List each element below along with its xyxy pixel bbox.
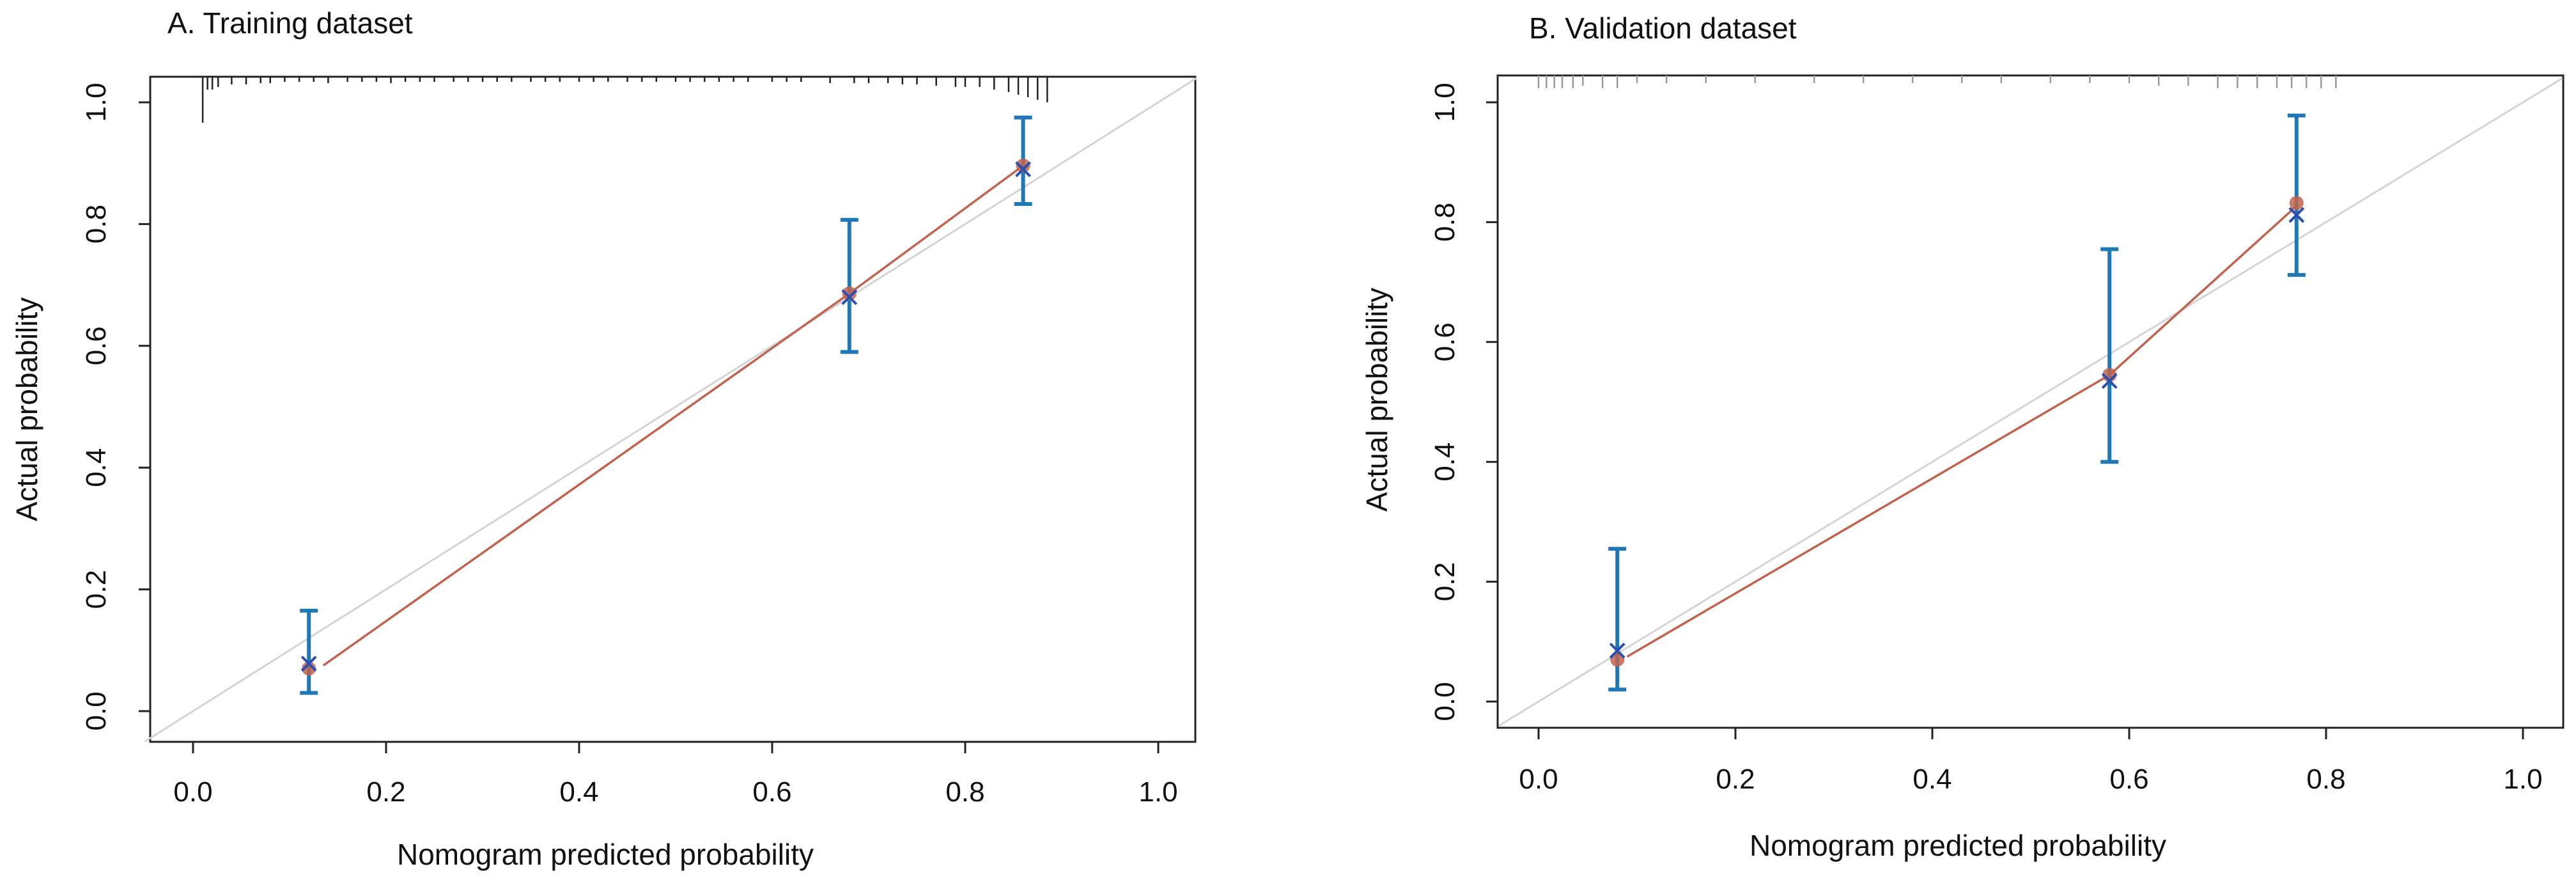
x-tick-label: 0.0 bbox=[173, 776, 212, 808]
bias-corrected-point bbox=[1015, 161, 1032, 178]
observed-points bbox=[1610, 196, 2304, 667]
x-tick-label: 0.2 bbox=[1716, 764, 1755, 795]
cross-stroke bbox=[1015, 161, 1032, 178]
y-axis: 0.0 0.2 0.4 0.6 0.8 1.0 bbox=[1429, 82, 1498, 721]
apparent-calibration-line bbox=[1626, 205, 2297, 658]
x-tick-label: 0.0 bbox=[1519, 764, 1558, 795]
x-axis: 0.0 0.2 0.4 0.6 0.8 1.0 bbox=[1519, 728, 2543, 795]
y-tick-label: 0.4 bbox=[81, 448, 112, 487]
ideal-reference-line bbox=[144, 77, 1198, 742]
x-tick-label: 1.0 bbox=[1138, 776, 1177, 808]
y-tick-label: 0.6 bbox=[1429, 322, 1461, 361]
ci-error-bars bbox=[1608, 113, 2306, 692]
observed-point bbox=[2289, 196, 2304, 210]
ideal-line bbox=[1498, 77, 2563, 726]
x-tick-label: 0.4 bbox=[559, 776, 598, 808]
y-tick-label: 0.6 bbox=[81, 326, 112, 365]
rug-ticks bbox=[1537, 75, 2337, 88]
bias-corrected-point bbox=[300, 655, 317, 672]
x-axis-label: Nomogram predicted probability bbox=[397, 838, 814, 871]
x-tick-label: 0.2 bbox=[366, 776, 405, 808]
cross-stroke bbox=[2101, 373, 2118, 389]
observed-point bbox=[302, 661, 316, 676]
observed-point bbox=[1016, 159, 1030, 173]
chart-title: A. Training dataset bbox=[167, 6, 413, 40]
cross-stroke bbox=[1609, 642, 1626, 659]
y-tick-label: 0.8 bbox=[1429, 203, 1461, 242]
panel-training: A. Training dataset 0.0 0.2 0.4 0.6 0.8 1.0 0… bbox=[10, 6, 1198, 871]
ci-error-bars bbox=[300, 115, 1032, 695]
ideal-line bbox=[144, 77, 1198, 742]
plot-frame bbox=[149, 75, 1197, 743]
x-tick-label: 1.0 bbox=[2503, 764, 2542, 795]
panel-validation: B. Validation dataset 0.0 0.2 0.4 0.6 0.8 1.0… bbox=[1360, 12, 2564, 862]
cross-stroke bbox=[2288, 207, 2305, 223]
rug-ticks bbox=[201, 77, 1048, 123]
apparent-line bbox=[322, 164, 1024, 667]
observed-points bbox=[302, 159, 1030, 676]
x-tick-label: 0.8 bbox=[945, 776, 984, 808]
bias-corrected-point bbox=[1609, 642, 1626, 659]
bias-corrected-point bbox=[2101, 373, 2118, 389]
y-tick-label: 0.8 bbox=[81, 205, 112, 244]
observed-point bbox=[842, 286, 857, 301]
bias-corrected-points bbox=[1609, 207, 2305, 659]
y-tick-label: 0.0 bbox=[1429, 682, 1461, 721]
bias-corrected-point bbox=[841, 289, 858, 306]
x-tick-label: 0.6 bbox=[2109, 764, 2148, 795]
y-tick-label: 0.0 bbox=[81, 691, 112, 730]
x-tick-label: 0.8 bbox=[2306, 764, 2345, 795]
bias-corrected-point bbox=[2288, 207, 2305, 223]
plot-frame bbox=[1496, 74, 2564, 729]
apparent-calibration-line bbox=[322, 164, 1024, 667]
y-tick-label: 0.4 bbox=[1429, 443, 1461, 482]
y-tick-label: 0.2 bbox=[1429, 562, 1461, 601]
y-tick-label: 0.2 bbox=[81, 570, 112, 609]
cross-stroke bbox=[841, 289, 858, 306]
y-tick-label: 1.0 bbox=[81, 82, 112, 122]
y-axis-label: Actual probability bbox=[1360, 288, 1393, 512]
y-axis: 0.0 0.2 0.4 0.6 0.8 1.0 bbox=[81, 82, 150, 731]
x-tick-label: 0.4 bbox=[1913, 764, 1951, 795]
y-tick-label: 1.0 bbox=[1429, 82, 1461, 122]
x-tick-label: 0.6 bbox=[752, 776, 791, 808]
y-axis-label: Actual probability bbox=[10, 297, 43, 521]
chart-title: B. Validation dataset bbox=[1529, 12, 1797, 45]
ideal-reference-line bbox=[1498, 77, 2563, 726]
bias-corrected-points bbox=[300, 161, 1032, 672]
observed-point bbox=[1610, 652, 1625, 667]
apparent-line bbox=[1626, 205, 2297, 658]
x-axis: 0.0 0.2 0.4 0.6 0.8 1.0 bbox=[173, 742, 1178, 808]
x-axis-label: Nomogram predicted probability bbox=[1750, 829, 2166, 862]
cross-stroke bbox=[300, 655, 317, 672]
